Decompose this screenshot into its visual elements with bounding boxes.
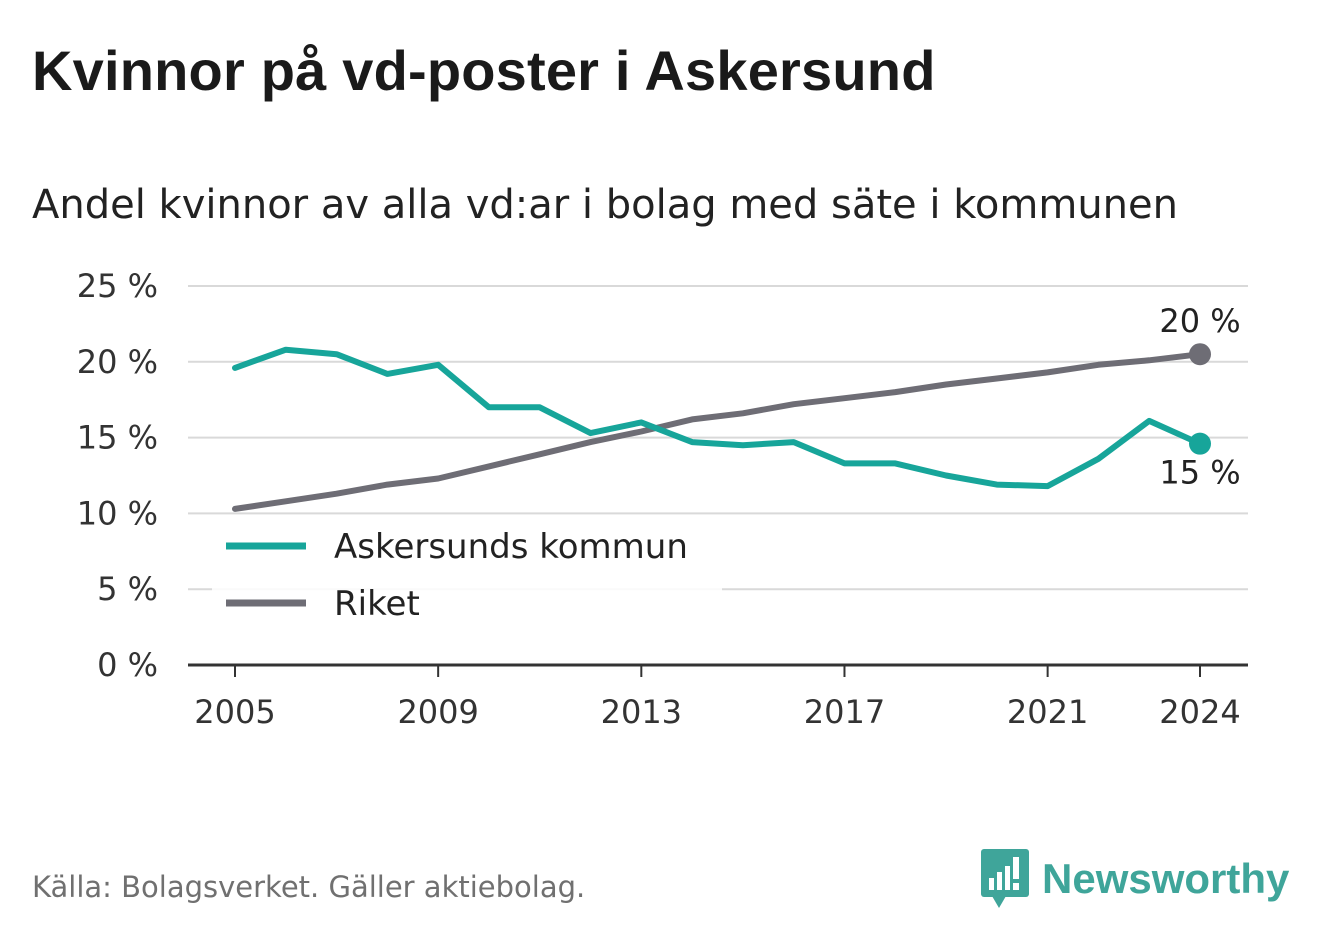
brand-name: Newsworthy [1042, 855, 1290, 902]
y-tick-label: 20 % [77, 343, 158, 381]
series-line-kommun [232, 346, 1203, 490]
source-note: Källa: Bolagsverket. Gäller aktiebolag. [32, 870, 586, 904]
end-label-riket: 20 % [1159, 302, 1240, 340]
series-line-riket [232, 351, 1203, 512]
legend-background [212, 516, 722, 626]
x-axis: 2005 2009 2013 2017 2021 2024 [188, 663, 1248, 731]
chart-title: Kvinnor på vd-poster i Askersund [32, 39, 936, 102]
x-tick-label: 2024 [1159, 693, 1240, 731]
chart-subtitle: Andel kvinnor av alla vd:ar i bolag med … [32, 182, 1178, 228]
y-tick-label: 0 % [97, 646, 158, 684]
y-tick-label: 10 % [77, 494, 158, 532]
legend-label: Askersunds kommun [334, 527, 688, 567]
y-tick-label: 25 % [77, 267, 158, 305]
x-tick-label: 2013 [601, 693, 682, 731]
end-point-marker [1189, 343, 1211, 366]
y-tick-label: 5 % [97, 570, 158, 608]
x-tick-label: 2005 [194, 693, 275, 731]
newsworthy-logo-icon [981, 849, 1029, 908]
legend: Askersunds kommun Riket [212, 516, 722, 626]
x-tick-label: 2009 [397, 693, 478, 731]
x-tick-label: 2017 [804, 693, 885, 731]
legend-label: Riket [334, 584, 420, 624]
end-labels: 20 % 15 % [1159, 302, 1240, 491]
y-tick-label: 15 % [77, 419, 158, 457]
y-axis-ticks: 0 % 5 % 10 % 15 % 20 % 25 % [77, 267, 158, 684]
end-label-kommun: 15 % [1159, 454, 1240, 492]
end-point-marker [1189, 432, 1211, 455]
series-lines [232, 343, 1211, 512]
brand: Newsworthy [980, 848, 1289, 910]
x-tick-label: 2021 [1007, 693, 1088, 731]
